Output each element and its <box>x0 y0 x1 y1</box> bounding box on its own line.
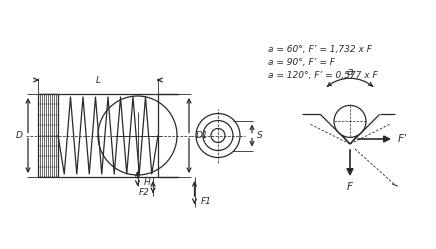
Text: F1: F1 <box>201 196 211 205</box>
Text: H: H <box>143 178 150 187</box>
Text: a: a <box>347 67 354 77</box>
Text: D: D <box>16 131 23 140</box>
Text: D1: D1 <box>196 131 208 140</box>
Text: F’: F’ <box>397 134 407 144</box>
Text: a = 120°, F’ = 0,577 x F: a = 120°, F’ = 0,577 x F <box>268 70 378 79</box>
Text: a = 90°, F’ = F: a = 90°, F’ = F <box>268 58 335 66</box>
Text: F: F <box>347 182 353 192</box>
Text: F2: F2 <box>139 187 150 196</box>
Text: a = 60°, F’ = 1,732 x F: a = 60°, F’ = 1,732 x F <box>268 45 372 54</box>
Text: S: S <box>257 131 263 140</box>
Text: L: L <box>95 75 101 84</box>
